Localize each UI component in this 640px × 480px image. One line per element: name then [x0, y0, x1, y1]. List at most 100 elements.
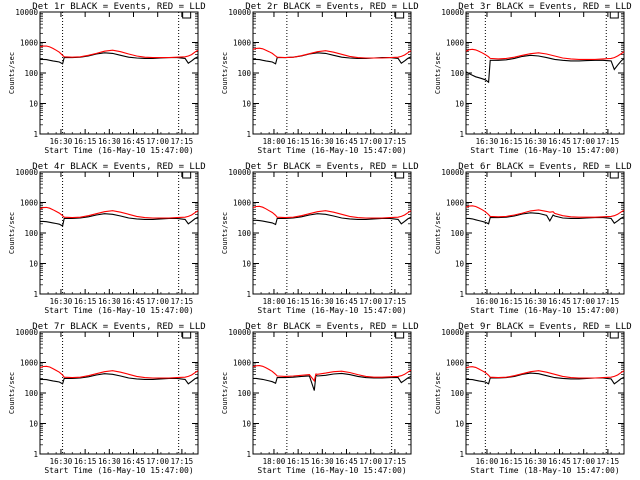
y-tick-label: 100 — [450, 229, 464, 238]
panel-det-8: Det 8r BLACK = Events, RED = LLD 1 10 100 10… — [221, 322, 419, 475]
y-axis-label: Counts/sec — [221, 212, 229, 254]
x-tick-label: 17:15 — [171, 137, 194, 146]
y-tick-label: 10 — [455, 420, 465, 429]
y-axis-label: Counts/sec — [8, 212, 16, 254]
x-tick-label: 16:30 — [524, 297, 547, 306]
y-tick-label: 1000 — [446, 359, 465, 368]
x-tick-label: 17:15 — [384, 137, 407, 146]
x-tick-label: 17:00 — [359, 137, 382, 146]
x-tick-label: 17:00 — [146, 457, 169, 466]
x-tick-label: 16:45 — [122, 137, 145, 146]
y-tick-label: 1000 — [233, 199, 252, 208]
panel-det-6: Det 6r BLACK = Events, RED = LLD 1 10 100 10… — [434, 162, 632, 315]
series-events-line — [465, 54, 625, 84]
series-events-line — [40, 213, 199, 227]
y-tick-label: 10 — [455, 100, 465, 109]
y-tick-label: 1000 — [446, 199, 465, 208]
y-tick-label: 10 — [29, 100, 39, 109]
x-tick-label: 16:45 — [548, 297, 571, 306]
x-axis-label: Start Time (18-May-10 15:47:00) — [470, 466, 619, 475]
x-tick-label: 16:45 — [548, 457, 571, 466]
x-tick-label: 17:00 — [572, 457, 595, 466]
x-tick-label: 16:45 — [335, 457, 358, 466]
y-axis-label: Counts/sec — [434, 52, 442, 94]
y-tick-label: 100 — [237, 69, 251, 78]
y-tick-label: 10 — [242, 420, 252, 429]
bracket-marker — [609, 332, 619, 339]
x-axis-label: Start Time (16-May-10 15:47:00) — [470, 146, 619, 155]
series-events-line — [466, 372, 625, 385]
y-tick-label: 1 — [33, 290, 38, 299]
y-tick-label: 1 — [459, 450, 464, 459]
x-tick-label: 16:45 — [335, 137, 358, 146]
plot-frame — [252, 331, 412, 455]
panel-title: Det 6r BLACK = Events, RED = LLD — [458, 162, 631, 172]
x-tick-label: 17:00 — [572, 297, 595, 306]
x-tick-label: 17:15 — [384, 457, 407, 466]
y-tick-label: 100 — [450, 389, 464, 398]
bracket-marker — [182, 172, 192, 179]
x-tick-label: 16:30 — [98, 297, 121, 306]
y-axis-label: Counts/sec — [221, 52, 229, 94]
y-tick-label: 1000 — [446, 39, 465, 48]
y-tick-label: 100 — [24, 229, 38, 238]
plot-frame — [465, 331, 625, 455]
bracket-marker — [609, 12, 619, 19]
x-tick-label: 17:00 — [146, 137, 169, 146]
x-tick-label: 16:15 — [500, 297, 523, 306]
y-axis-label: Counts/sec — [8, 52, 16, 94]
x-axis-label: Start Time (16-May-10 15:47:00) — [44, 466, 193, 475]
series-lld-line — [465, 366, 625, 379]
x-tick-label: 16:45 — [335, 297, 358, 306]
y-tick-label: 10 — [455, 260, 465, 269]
y-tick-label: 1 — [246, 290, 251, 299]
x-tick-label: 18:00 — [263, 457, 286, 466]
panel-title: Det 7r BLACK = Events, RED = LLD — [32, 322, 205, 332]
y-tick-label: 1000 — [20, 359, 39, 368]
series-lld-line — [465, 48, 625, 60]
x-axis-label: Start Time (16-May-10 15:47:00) — [44, 146, 193, 155]
y-tick-label: 10 — [242, 100, 252, 109]
x-tick-label: 16:30 — [524, 457, 547, 466]
x-tick-label: 17:15 — [597, 297, 620, 306]
x-tick-label: 16:30 — [524, 137, 547, 146]
panel-title: Det 9r BLACK = Events, RED = LLD — [458, 322, 631, 332]
x-axis-label: Start Time (16-May-10 15:47:00) — [44, 306, 193, 315]
y-tick-label: 100 — [24, 69, 38, 78]
panel-det-5: Det 5r BLACK = Events, RED = LLD 1 10 100 10… — [221, 162, 419, 315]
y-tick-label: 1000 — [20, 199, 39, 208]
panel-det-3: Det 3r BLACK = Events, RED = LLD 1 10 100 10… — [434, 2, 632, 155]
panel-title: Det 2r BLACK = Events, RED = LLD — [245, 2, 418, 12]
x-axis-label: Start Time (16-May-10 15:47:00) — [257, 146, 406, 155]
series-events-line — [40, 52, 199, 65]
y-tick-label: 10 — [29, 260, 39, 269]
y-tick-label: 10000 — [15, 8, 38, 17]
series-events-line — [40, 373, 199, 385]
y-tick-label: 10000 — [228, 168, 251, 177]
x-axis-label: Start Time (16-May-10 15:47:00) — [257, 306, 406, 315]
x-tick-label: 16:00 — [476, 297, 499, 306]
bracket-marker — [182, 12, 192, 19]
x-tick-label: 16:30 — [311, 137, 334, 146]
panel-title: Det 5r BLACK = Events, RED = LLD — [245, 162, 418, 172]
x-tick-label: 17:15 — [171, 297, 194, 306]
y-tick-label: 1 — [246, 450, 251, 459]
x-tick-label: 16:30 — [50, 297, 73, 306]
panel-det-2: Det 2r BLACK = Events, RED = LLD 1 10 100 10… — [221, 2, 419, 155]
series-lld-line — [252, 47, 412, 59]
x-tick-label: 16:15 — [287, 297, 310, 306]
plot-frame — [465, 171, 625, 295]
x-tick-label: 17:00 — [572, 137, 595, 146]
plot-frame — [39, 11, 199, 135]
bracket-marker — [395, 12, 405, 19]
x-tick-label: 16:30 — [311, 297, 334, 306]
y-tick-label: 10000 — [15, 328, 38, 337]
panel-det-4: Det 4r BLACK = Events, RED = LLD 1 10 100 10… — [8, 162, 206, 315]
y-axis-label: Counts/sec — [434, 212, 442, 254]
x-tick-label: 16:15 — [74, 297, 97, 306]
y-tick-label: 1000 — [233, 359, 252, 368]
y-tick-label: 10000 — [441, 168, 464, 177]
bracket-marker — [182, 332, 192, 339]
series-lld-line — [39, 206, 199, 219]
